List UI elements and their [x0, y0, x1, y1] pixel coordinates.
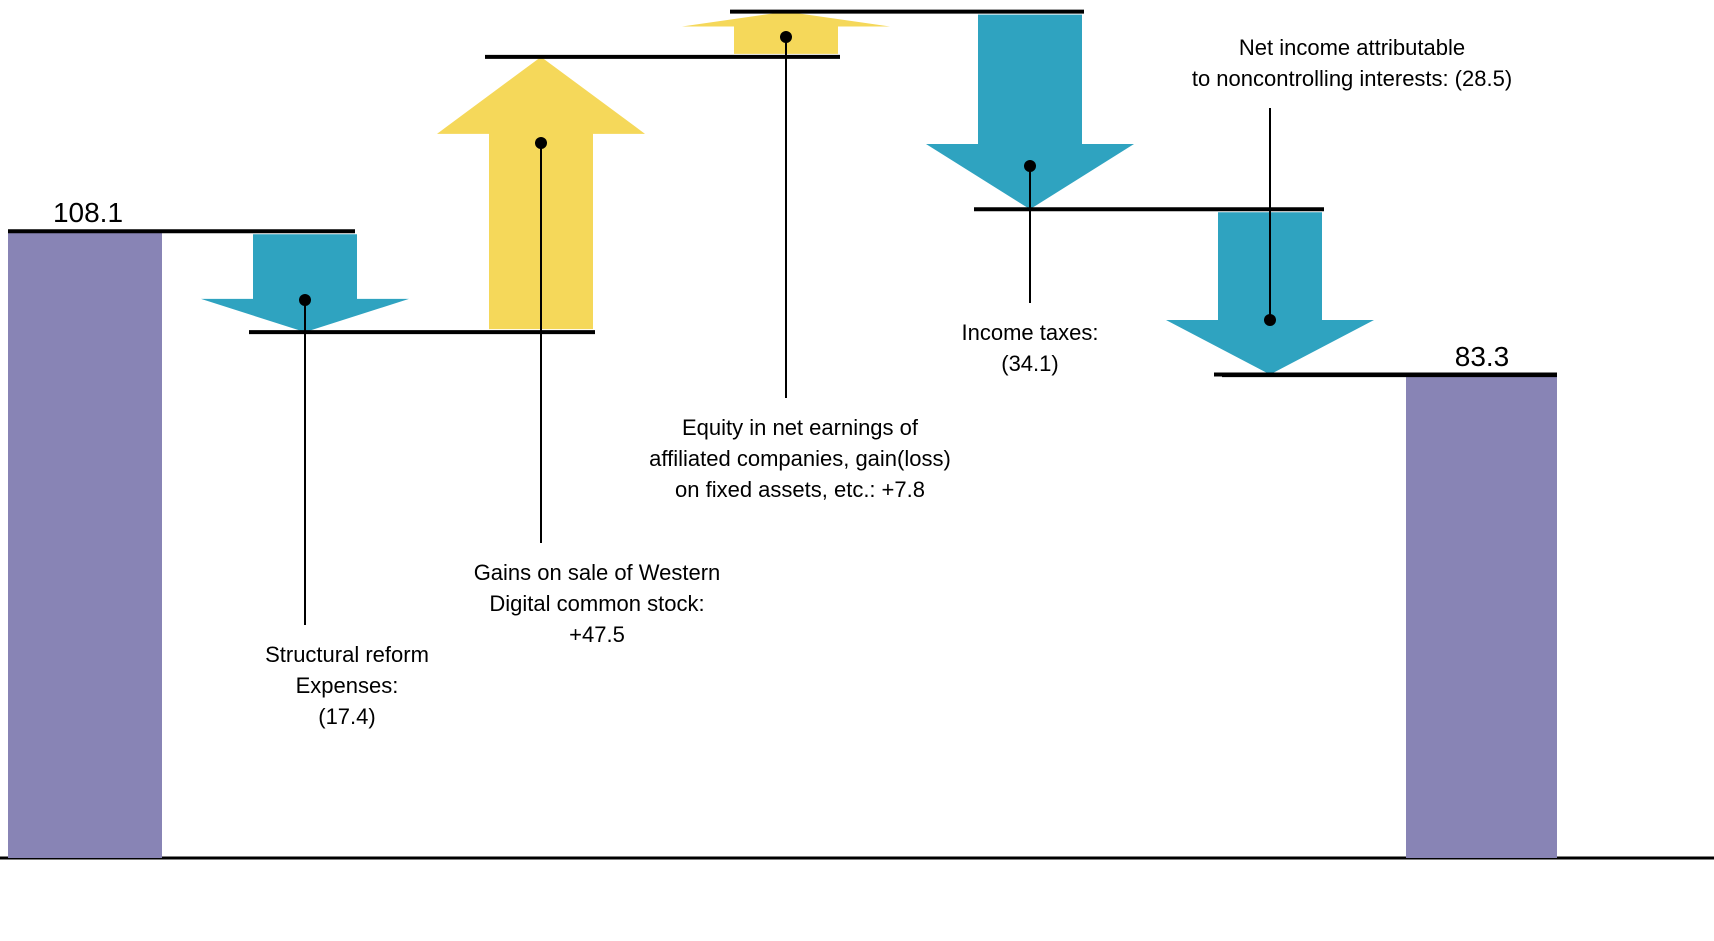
- leader-dot: [1264, 314, 1276, 326]
- step-label: Equity in net earnings of: [682, 415, 919, 440]
- arrow: [926, 14, 1134, 210]
- step-label-line: to noncontrolling interests:: [1192, 66, 1449, 91]
- step-value-label: (28.5): [1455, 66, 1512, 91]
- step-label: Digital common stock:: [489, 591, 704, 616]
- step-label: Gains on sale of Western: [474, 560, 721, 585]
- leader-dot: [535, 137, 547, 149]
- leader-dot: [299, 294, 311, 306]
- start-label: 108.1: [53, 197, 123, 228]
- step-label: on fixed assets, etc.: +7.8: [675, 477, 925, 502]
- step-value-label: (34.1): [1001, 351, 1058, 376]
- step-value-label: (17.4): [318, 704, 375, 729]
- step-label: affiliated companies, gain(loss): [649, 446, 951, 471]
- step-label-line: Income taxes:: [962, 320, 1099, 345]
- leader-dot: [1024, 160, 1036, 172]
- step-value-label: +47.5: [569, 622, 625, 647]
- step-label-line: Digital common stock:: [489, 591, 704, 616]
- end-label: 83.3: [1455, 341, 1510, 372]
- step-label: Expenses:: [296, 673, 399, 698]
- step-label: Structural reform: [265, 642, 429, 667]
- step-value-label: +7.8: [882, 477, 925, 502]
- end-bar: [1406, 375, 1557, 858]
- step-label: Net income attributable: [1239, 35, 1465, 60]
- step-label-line: affiliated companies, gain(loss): [649, 446, 951, 471]
- step-label-line: Expenses:: [296, 673, 399, 698]
- leader-dot: [780, 31, 792, 43]
- arrow: [201, 234, 409, 333]
- step-label-line: Gains on sale of Western: [474, 560, 721, 585]
- step-label-line: Structural reform: [265, 642, 429, 667]
- step-label: Income taxes:: [962, 320, 1099, 345]
- step-label: to noncontrolling interests: (28.5): [1192, 66, 1512, 91]
- step-label-line: Net income attributable: [1239, 35, 1465, 60]
- step-label-line: on fixed assets, etc.:: [675, 477, 876, 502]
- start-bar: [8, 231, 162, 859]
- step-label-line: Equity in net earnings of: [682, 415, 919, 440]
